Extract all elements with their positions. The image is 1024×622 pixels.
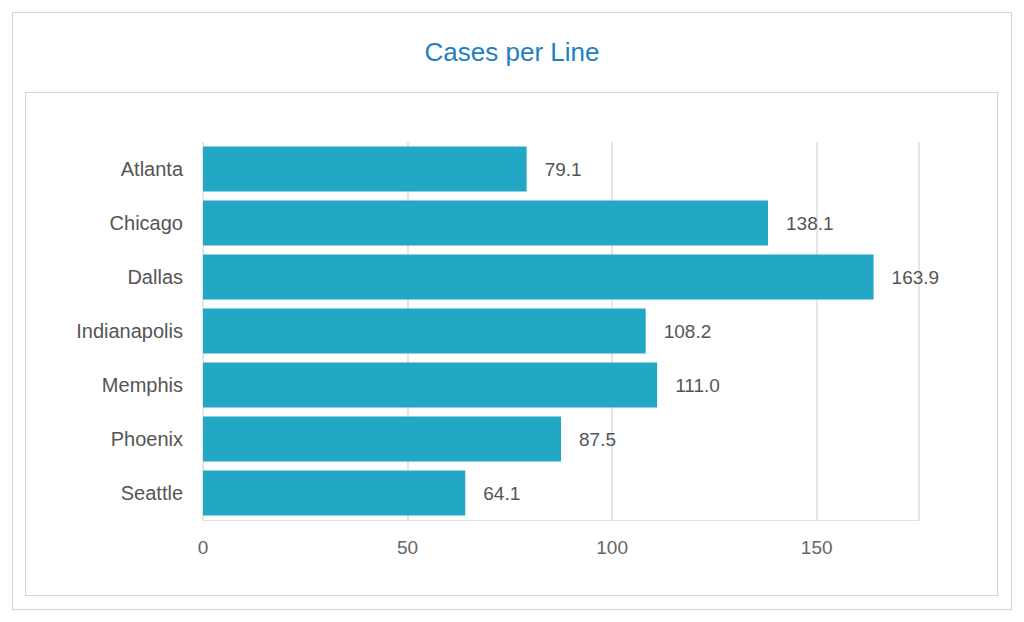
svg-text:50: 50	[397, 537, 418, 558]
svg-text:163.9: 163.9	[892, 267, 940, 288]
svg-text:Atlanta: Atlanta	[121, 158, 184, 180]
svg-text:150: 150	[801, 537, 833, 558]
svg-text:Chicago: Chicago	[110, 212, 183, 234]
svg-text:64.1: 64.1	[483, 483, 520, 504]
svg-text:87.5: 87.5	[579, 429, 616, 450]
svg-text:Memphis: Memphis	[102, 374, 183, 396]
svg-text:Indianapolis: Indianapolis	[76, 320, 183, 342]
svg-text:108.2: 108.2	[664, 321, 712, 342]
svg-text:100: 100	[596, 537, 628, 558]
svg-text:Seattle: Seattle	[121, 482, 183, 504]
svg-text:79.1: 79.1	[545, 159, 582, 180]
svg-text:111.0: 111.0	[675, 375, 720, 396]
svg-text:Cases per Line: Cases per Line	[425, 37, 600, 67]
svg-text:Dallas: Dallas	[127, 266, 183, 288]
svg-text:0: 0	[198, 537, 209, 558]
svg-text:138.1: 138.1	[786, 213, 834, 234]
svg-text:Phoenix: Phoenix	[111, 428, 183, 450]
